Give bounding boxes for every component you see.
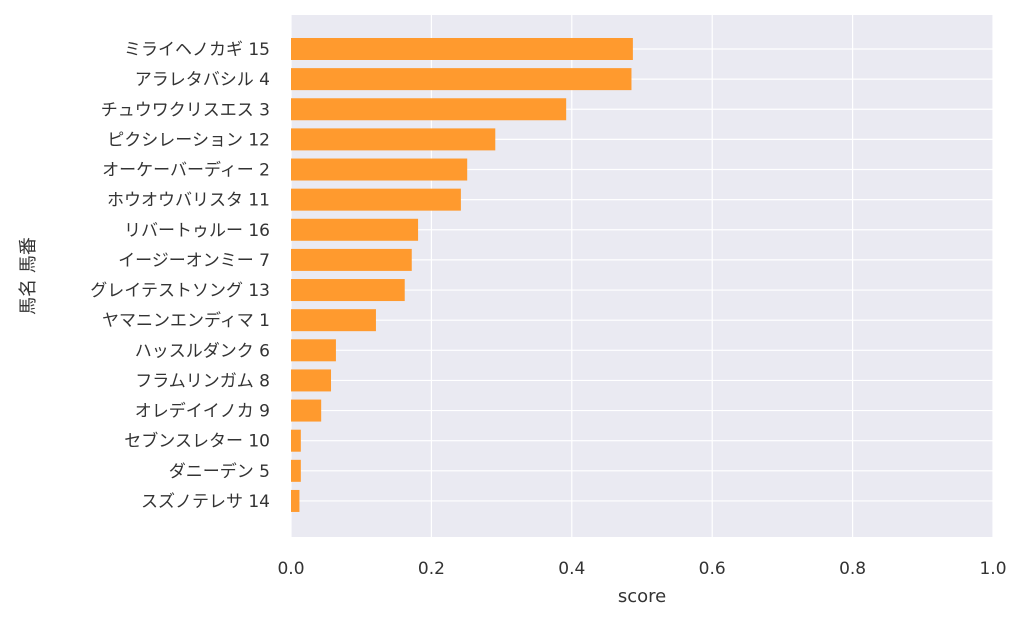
y-tick-label: イージーオンミー 7 [118,251,270,271]
y-tick-label: セブンスレター 10 [124,431,270,452]
bar [291,369,332,392]
bar [291,279,405,302]
bar [291,459,301,482]
x-tick-labels: 0.0 0.2 0.4 0.6 0.8 1.0 [277,559,1006,579]
x-tick-label: 0.4 [558,559,585,579]
x-tick-label: 0.6 [699,559,726,579]
bar [291,98,567,121]
bar [291,339,336,362]
plot-background [291,15,993,537]
x-tick-label: 0.0 [277,559,304,579]
y-tick-label: ヤマニンエンディマ 1 [102,310,270,331]
y-tick-label: ミライヘノカギ 15 [124,40,270,60]
bar [291,399,322,422]
bar [291,309,376,332]
y-tick-label: オレデイイノカ 9 [135,401,270,422]
y-tick-label: ホウオウバリスタ 11 [107,191,270,211]
y-tick-label: フラムリンガム 8 [135,371,270,391]
x-tick-label: 1.0 [979,559,1006,579]
x-tick-label: 0.2 [418,559,445,579]
x-axis-label: score [618,586,666,607]
y-tick-label: チュウワクリスエス 3 [101,100,270,120]
bar [291,68,632,91]
x-tick-label: 0.8 [839,559,866,579]
bar [291,158,468,181]
bar [291,429,301,452]
y-tick-label: アラレタバシル 4 [135,70,270,90]
bar [291,489,300,512]
y-tick-label: ダニーデン 5 [169,461,270,482]
bar [291,188,461,211]
y-tick-label: グレイテストソング 13 [90,281,270,301]
y-tick-label: リバートゥルー 16 [124,221,270,241]
y-tick-label: オーケーバーディー 2 [102,160,270,181]
bar [291,38,633,60]
bar [291,128,496,151]
y-tick-label: ピクシレーション 12 [107,130,270,150]
bar [291,248,412,271]
bars [291,38,633,512]
y-tick-label: ハッスルダンク 6 [135,341,270,361]
y-axis-label: 馬名 馬番 [18,237,39,315]
y-tick-label: スズノテレサ 14 [141,492,270,512]
y-tick-labels: ミライヘノカギ 15 アラレタバシル 4 チュウワクリスエス 3 ピクシレーション 1… [90,40,270,512]
bar [291,218,419,241]
